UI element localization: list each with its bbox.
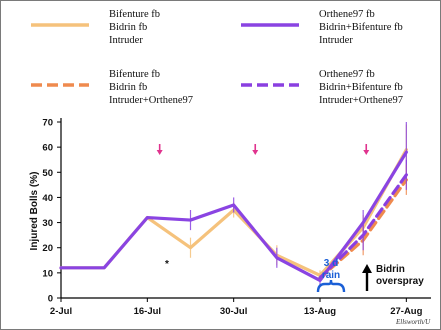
series-4	[318, 159, 408, 280]
y-tick-label-50: 50	[42, 168, 53, 179]
series-2	[59, 122, 408, 286]
legend-label-2-line-3: Intruder	[319, 35, 353, 46]
legend-entry-2: Orthene97 fb Bidrin+Bifenture fb Intruder	[241, 9, 403, 46]
x-tick-label-28: 30-Jul	[220, 306, 247, 317]
spray-arrow-icon-1	[156, 150, 163, 155]
legend-label-3-line-1: Bifenture fb	[109, 69, 160, 80]
y-tick-label-10: 10	[42, 268, 53, 279]
y-tick-label-40: 40	[42, 193, 53, 204]
legend-label-4-line-2: Bidrin+Bifenture fb	[319, 82, 403, 93]
x-tick-label-14: 16-Jul	[134, 306, 161, 317]
y-axis-title: Injured Bolls (%)	[29, 172, 40, 251]
series-line-4	[318, 173, 408, 280]
x-tick-label-42: 13-Aug	[304, 306, 336, 317]
spray-arrow-icon-3	[363, 150, 370, 155]
y-tick-label-70: 70	[42, 118, 53, 129]
rain-label-line-1: 3 d	[324, 258, 338, 269]
y-tick-label-0: 0	[48, 294, 53, 305]
series-line-2	[59, 150, 408, 282]
image-credit: Ellsworth/U	[395, 318, 431, 326]
overspray-label-line-2: overspray	[376, 276, 424, 287]
y-tick-label-30: 30	[42, 218, 53, 229]
overspray-label-line-1: Bidrin	[376, 264, 405, 275]
overspray-arrowhead-icon	[362, 264, 372, 273]
legend-label-1-line-1: Bifenture fb	[109, 9, 160, 20]
legend-label-1-line-2: Bidrin fb	[109, 22, 147, 33]
rain-bracket	[316, 279, 346, 293]
y-tick-label-60: 60	[42, 143, 53, 154]
legend-label-3-line-2: Bidrin fb	[109, 82, 147, 93]
legend-entry-4: Orthene97 fb Bidrin+Bifenture fb Intruder+…	[241, 69, 403, 106]
legend-label-3-line-3: Intruder+Orthene97	[109, 95, 193, 106]
legend-label-2-line-2: Bidrin+Bifenture fb	[319, 22, 403, 33]
legend-label-4-line-3: Intruder+Orthene97	[319, 95, 403, 106]
x-tick-label-56: 27-Aug	[390, 306, 422, 317]
legend-label-1-line-3: Intruder	[109, 35, 143, 46]
legend-entry-1: Bifenture fb Bidrin fb Intruder	[31, 9, 160, 46]
legend-label-4-line-1: Orthene97 fb	[319, 69, 375, 80]
spray-arrow-icon-2	[252, 150, 259, 155]
x-tick-label-0: 2-Jul	[50, 306, 72, 317]
rain-label-line-2: rain	[322, 270, 340, 281]
legend-label-2-line-1: Orthene97 fb	[319, 9, 375, 20]
overspray-annotation: Bidrin overspray	[362, 264, 424, 291]
rain-annotation: 3 d rain	[316, 258, 346, 293]
legend-entry-3: Bifenture fb Bidrin fb Intruder+Orthene97	[31, 69, 193, 106]
asterisk-annotation: *	[165, 259, 169, 270]
plot-area: 0 10 20 30 40 50 60 70 2-Jul 16-Jul 30-Jul 13-Aug 27…	[42, 118, 431, 317]
y-tick-label-20: 20	[42, 243, 53, 254]
